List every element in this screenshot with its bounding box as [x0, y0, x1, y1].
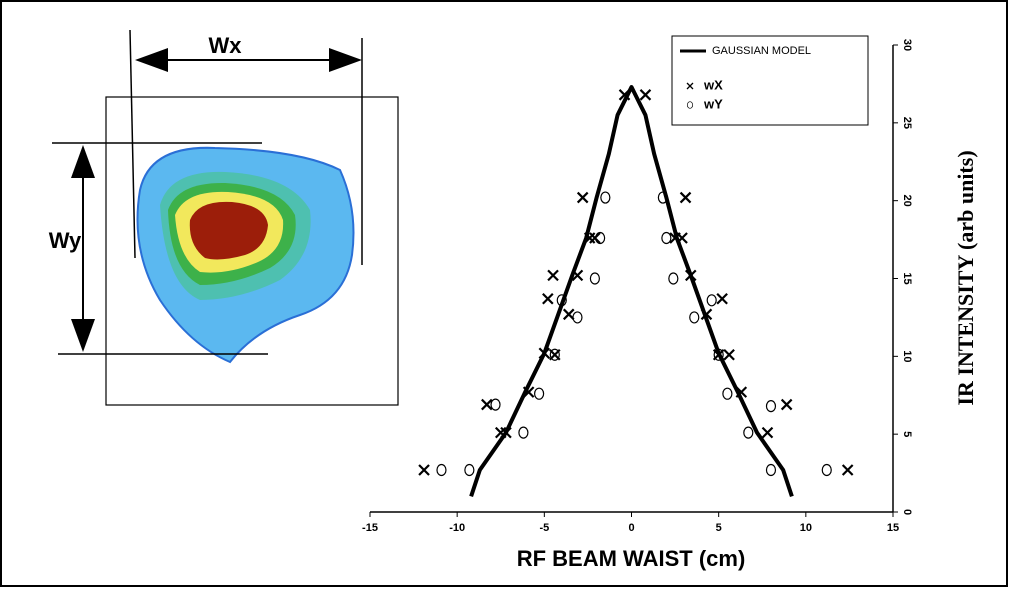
o-marker	[707, 295, 716, 306]
x-tick-label: 0	[628, 522, 634, 534]
x-tick-label: 5	[716, 522, 722, 534]
x-tick-label: -10	[449, 522, 465, 534]
x-marker	[762, 428, 772, 438]
inset-label: Wy	[49, 228, 82, 253]
x-marker	[482, 400, 492, 410]
o-marker	[822, 464, 831, 475]
inset-label: Wx	[209, 33, 243, 58]
y-tick-label: 25	[901, 117, 913, 129]
y-tick-label: 15	[901, 272, 913, 284]
o-marker	[723, 388, 732, 399]
o-marker	[437, 464, 446, 475]
o-marker	[690, 312, 699, 323]
legend-label: wY	[703, 96, 723, 111]
o-marker	[744, 427, 753, 438]
x-tick-label: 10	[800, 522, 812, 534]
y-axis-title: IR INTENSITY (arb units)	[953, 150, 978, 405]
x-marker	[419, 465, 429, 475]
o-marker	[766, 401, 775, 412]
y-tick-label: 30	[901, 39, 913, 51]
x-marker	[843, 465, 853, 475]
chart: Wx Wy RF BEAM WAIST (cm) IR INTENSITY (a…	[0, 0, 1009, 588]
x-tick-label: -15	[362, 522, 378, 534]
x-tick-label: 15	[887, 522, 899, 534]
o-marker	[573, 312, 582, 323]
x-marker	[564, 309, 574, 319]
x-marker	[578, 193, 588, 203]
x-marker	[590, 233, 600, 243]
x-marker	[543, 294, 553, 304]
o-marker	[669, 273, 678, 284]
o-marker	[491, 399, 500, 410]
y-tick-label: 10	[901, 350, 913, 362]
o-marker	[465, 464, 474, 475]
x-marker	[681, 193, 691, 203]
x-tick-label: -5	[539, 522, 549, 534]
o-marker	[766, 464, 775, 475]
o-marker	[535, 388, 544, 399]
x-marker	[640, 90, 650, 100]
y-tick-label: 5	[901, 431, 913, 437]
o-marker	[590, 273, 599, 284]
x-axis-title: RF BEAM WAIST (cm)	[517, 546, 746, 571]
x-marker	[717, 294, 727, 304]
x-marker	[724, 350, 734, 360]
o-marker	[662, 233, 671, 244]
legend-label: GAUSSIAN MODEL	[712, 45, 811, 57]
x-marker	[782, 400, 792, 410]
o-marker	[519, 427, 528, 438]
y-tick-label: 0	[901, 509, 913, 515]
x-marker	[548, 270, 558, 280]
legend: GAUSSIAN MODEL wX wY	[672, 36, 868, 125]
y-tick-label: 20	[901, 195, 913, 207]
legend-label: wX	[703, 77, 723, 92]
o-marker	[601, 192, 610, 203]
beam-inset: Wx Wy	[49, 30, 398, 405]
